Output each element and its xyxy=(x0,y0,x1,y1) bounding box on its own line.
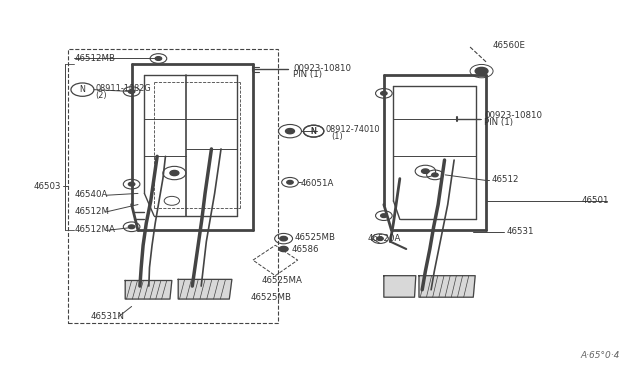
Circle shape xyxy=(129,90,135,93)
Circle shape xyxy=(381,214,387,218)
Text: 46512MA: 46512MA xyxy=(74,225,115,234)
Text: (2): (2) xyxy=(95,91,107,100)
Text: 46525MA: 46525MA xyxy=(261,276,302,285)
Text: 46525MB: 46525MB xyxy=(251,294,292,302)
Text: 46540A: 46540A xyxy=(74,190,108,199)
Circle shape xyxy=(156,57,162,60)
Text: 08911-1082G: 08911-1082G xyxy=(95,84,151,93)
Text: 46501: 46501 xyxy=(581,196,609,205)
Text: 46503: 46503 xyxy=(34,182,61,190)
Circle shape xyxy=(280,236,287,241)
Text: PIN (1): PIN (1) xyxy=(293,70,322,79)
Circle shape xyxy=(285,129,294,134)
Circle shape xyxy=(381,92,387,95)
Text: 46520A: 46520A xyxy=(368,234,401,243)
Circle shape xyxy=(377,237,383,240)
Polygon shape xyxy=(419,276,475,297)
Text: 46531: 46531 xyxy=(506,227,534,236)
Text: 46512MB: 46512MB xyxy=(74,54,115,62)
Text: PIN (1): PIN (1) xyxy=(484,118,513,127)
Text: 08912-74010: 08912-74010 xyxy=(325,125,380,134)
Text: N: N xyxy=(310,126,317,136)
Circle shape xyxy=(287,180,293,184)
Polygon shape xyxy=(125,280,172,299)
Bar xyxy=(68,49,278,323)
Text: 46512: 46512 xyxy=(491,175,518,184)
Text: 46560E: 46560E xyxy=(492,41,525,51)
Text: 00923-10810: 00923-10810 xyxy=(293,64,351,73)
Circle shape xyxy=(279,246,288,251)
Circle shape xyxy=(475,67,488,75)
Text: 46525MB: 46525MB xyxy=(294,233,335,243)
Text: 46586: 46586 xyxy=(291,245,319,254)
Polygon shape xyxy=(178,279,232,299)
Text: 00923-10810: 00923-10810 xyxy=(484,111,542,120)
Polygon shape xyxy=(384,276,416,297)
Circle shape xyxy=(129,225,135,229)
Circle shape xyxy=(422,169,429,173)
Circle shape xyxy=(170,170,179,176)
Text: 46512M: 46512M xyxy=(74,207,109,216)
Circle shape xyxy=(129,182,135,186)
Text: 46531N: 46531N xyxy=(90,312,124,321)
Circle shape xyxy=(432,173,438,177)
Text: 46051A: 46051A xyxy=(301,179,334,187)
Text: N: N xyxy=(310,126,317,136)
Text: A·65°0·4: A·65°0·4 xyxy=(580,351,620,360)
Text: (1): (1) xyxy=(332,132,343,141)
Text: N: N xyxy=(79,85,85,94)
